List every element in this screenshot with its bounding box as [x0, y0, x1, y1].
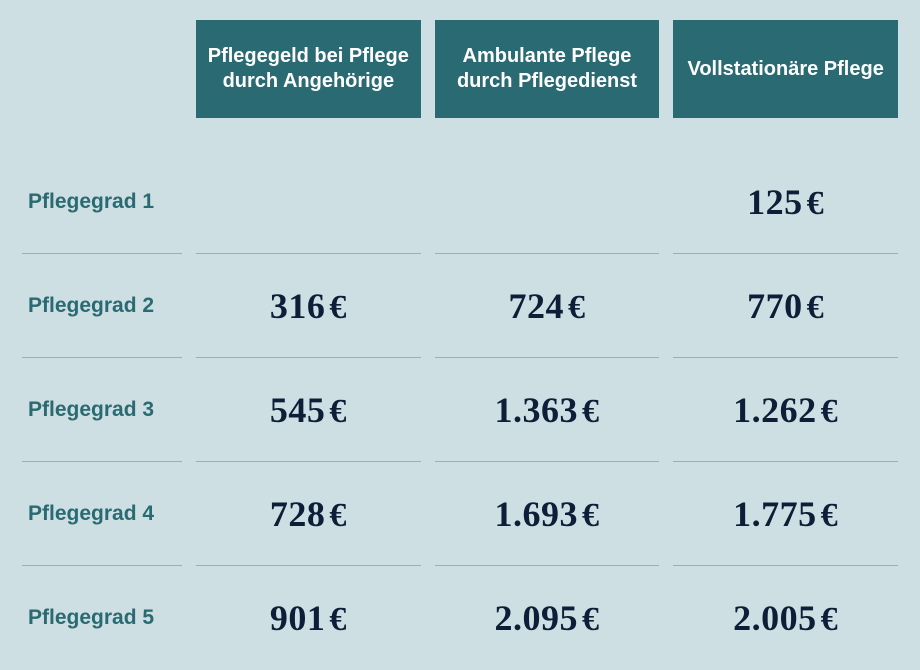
data-cell: 2.005€ [673, 566, 898, 670]
table-row: Pflegegrad 4728€1.693€1.775€ [22, 462, 898, 566]
header-row: Pflegegeld bei Pflege durch Angehörige A… [22, 20, 898, 118]
table-row: Pflegegrad 2316€724€770€ [22, 254, 898, 358]
table-body: Pflegegrad 1125€Pflegegrad 2316€724€770€… [22, 150, 898, 670]
data-cell: 545€ [196, 358, 421, 462]
data-cell: 2.095€ [435, 566, 660, 670]
data-cell: 1.775€ [673, 462, 898, 566]
row-label: Pflegegrad 2 [22, 254, 182, 358]
row-label: Pflegegrad 1 [22, 150, 182, 254]
table-row: Pflegegrad 1 125€ [22, 150, 898, 254]
table-row: Pflegegrad 3545€1.363€1.262€ [22, 358, 898, 462]
data-cell [196, 150, 421, 254]
data-cell: 901€ [196, 566, 421, 670]
col-header-1: Ambulante Pflege durch Pflegedienst [435, 20, 660, 118]
col-header-0: Pflegegeld bei Pflege durch Angehörige [196, 20, 421, 118]
row-label: Pflegegrad 3 [22, 358, 182, 462]
data-cell: 728€ [196, 462, 421, 566]
table-row: Pflegegrad 5901€2.095€2.005€ [22, 566, 898, 670]
data-cell [435, 150, 660, 254]
table-container: Pflegegeld bei Pflege durch Angehörige A… [0, 0, 920, 664]
row-label: Pflegegrad 5 [22, 566, 182, 670]
data-cell: 1.262€ [673, 358, 898, 462]
data-cell: 316€ [196, 254, 421, 358]
blank-header [22, 20, 182, 118]
data-cell: 1.693€ [435, 462, 660, 566]
data-cell: 770€ [673, 254, 898, 358]
data-cell: 724€ [435, 254, 660, 358]
col-header-2: Vollstationäre Pflege [673, 20, 898, 118]
data-cell: 1.363€ [435, 358, 660, 462]
row-label: Pflegegrad 4 [22, 462, 182, 566]
data-cell: 125€ [673, 150, 898, 254]
care-benefits-table: Pflegegeld bei Pflege durch Angehörige A… [8, 20, 912, 670]
